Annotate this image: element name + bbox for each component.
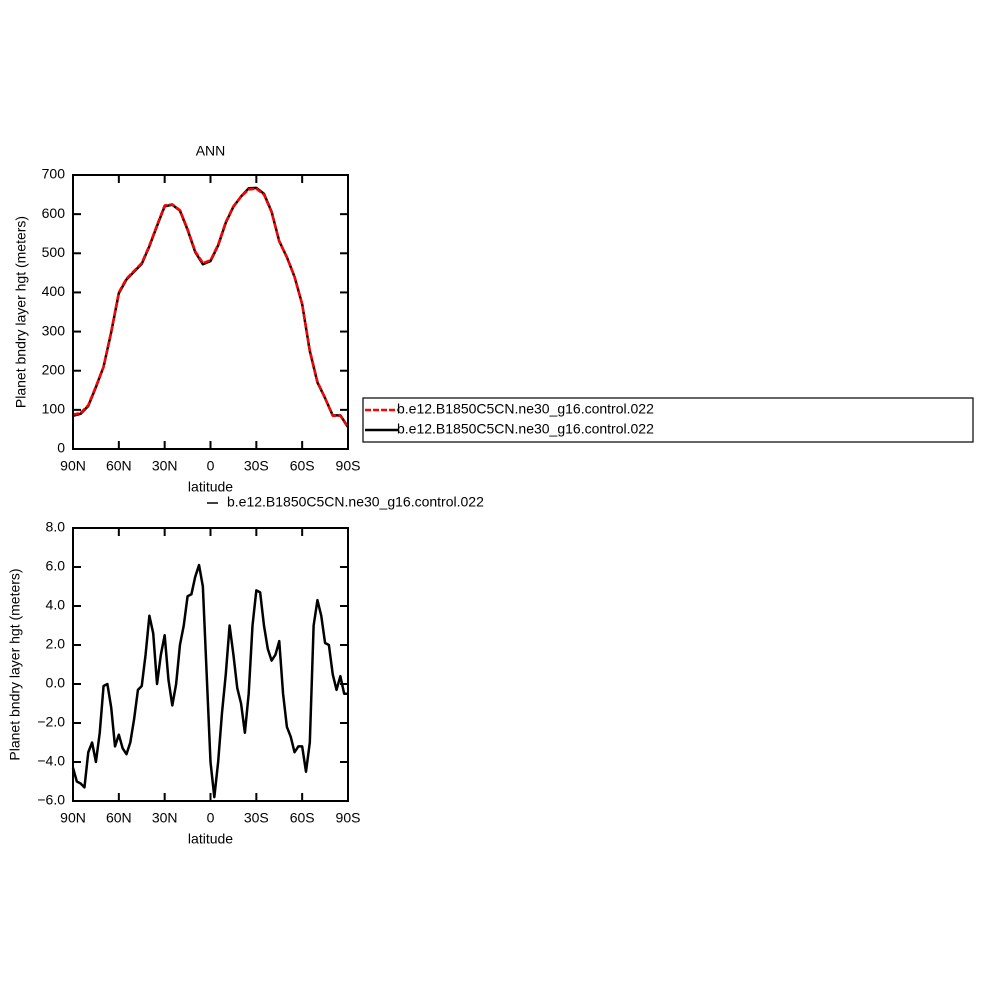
legend-box: [362, 397, 974, 443]
y-tick-label: 4.0: [46, 597, 66, 613]
y-tick-label: 100: [42, 401, 66, 417]
y-tick-label: −4.0: [37, 753, 65, 769]
x-tick-label: 90N: [60, 810, 86, 826]
x-tick-label: 30N: [152, 458, 178, 474]
data-line: [71, 563, 348, 799]
data-line: [72, 186, 350, 428]
chart-title: ANN: [196, 143, 226, 159]
x-tick-label: 90S: [336, 810, 361, 826]
y-tick-label: 400: [42, 283, 66, 299]
y-tick-label: −2.0: [37, 714, 65, 730]
y-tick-label: −6.0: [37, 792, 65, 808]
x-tick-label: 90N: [60, 458, 86, 474]
x-tick-label: 60N: [106, 810, 132, 826]
y-tick-label: 300: [42, 322, 66, 338]
data-line: [72, 187, 350, 429]
y-tick-label: 500: [42, 244, 66, 260]
y-tick-label: 600: [42, 205, 66, 221]
x-tick-label: 0: [207, 458, 215, 474]
x-tick-label: 60S: [290, 810, 315, 826]
y-tick-label: 200: [42, 361, 66, 377]
x-axis-title: latitude: [188, 831, 233, 847]
x-tick-label: 0: [207, 810, 215, 826]
y-tick-label: 8.0: [46, 519, 66, 535]
x-axis-title: latitude: [188, 479, 233, 495]
x-tick-label: 30S: [244, 810, 269, 826]
legend-label: b.e12.B1850C5CN.ne30_g16.control.022: [397, 421, 654, 437]
x-tick-label: 90S: [336, 458, 361, 474]
y-axis-title: Planet bndry layer hgt (meters): [7, 568, 23, 760]
y-tick-label: 0: [57, 440, 65, 456]
y-tick-label: 700: [42, 166, 66, 182]
x-tick-label: 30N: [152, 810, 178, 826]
x-tick-label: 60N: [106, 458, 132, 474]
y-tick-label: 6.0: [46, 558, 66, 574]
x-tick-label: 60S: [290, 458, 315, 474]
y-tick-label: 0.0: [46, 675, 66, 691]
legend-label: b.e12.B1850C5CN.ne30_g16.control.022: [227, 494, 484, 510]
x-tick-label: 30S: [244, 458, 269, 474]
legend-label: b.e12.B1850C5CN.ne30_g16.control.022: [397, 401, 654, 417]
plot-frame: [72, 174, 349, 450]
plot-frame: [72, 527, 349, 802]
y-axis-title: Planet bndry layer hgt (meters): [13, 216, 29, 408]
y-tick-label: 2.0: [46, 636, 66, 652]
